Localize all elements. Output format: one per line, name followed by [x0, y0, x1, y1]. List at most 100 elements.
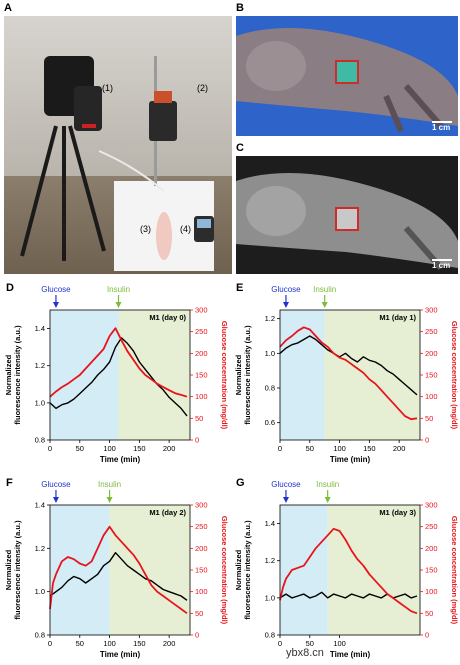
x-tick-label: 100 [333, 639, 346, 648]
glucose-arrow-label: Glucose [271, 285, 301, 294]
insulin-arrow-head [106, 497, 113, 503]
y-tick-label: 0.8 [35, 436, 45, 445]
panel-letter: F [6, 477, 13, 489]
glucose-arrow-head [282, 497, 289, 503]
y2-tick-label: 100 [195, 392, 208, 401]
x-tick-label: 0 [278, 444, 282, 453]
y-tick-label: 1.0 [35, 398, 45, 407]
y-tick-label: 0.8 [265, 631, 275, 640]
chart-f: F Glucose Insulin 0 50 100 150 200 0.8 1.0 1.2 1.4 0… [4, 477, 229, 659]
y2-tick-label: 150 [195, 371, 208, 380]
chart-title: M1 (day 3) [379, 508, 416, 517]
y2-tick-label: 50 [425, 414, 433, 423]
y-tick-label: 1.4 [265, 519, 275, 528]
y-tick-label: 1.0 [35, 587, 45, 596]
x-tick-label: 0 [48, 639, 52, 648]
y-tick-label: 1.0 [265, 593, 275, 602]
scale-label-b: 1 cm [432, 123, 451, 132]
x-axis-label: Time (min) [330, 455, 371, 464]
y-axis-label-line2: fluorescence intensity (a.u.) [243, 520, 252, 620]
y2-tick-label: 150 [195, 566, 208, 575]
y2-tick-label: 200 [195, 544, 208, 553]
insulin-arrow-label: Insulin [316, 480, 339, 489]
chart-g: G Glucose Insulin 0 50 100 0.8 1.0 1.2 1.4 0 50 100 1… [234, 477, 459, 659]
x-tick-label: 200 [163, 444, 176, 453]
photo-label-2: (2) [197, 83, 208, 93]
x-tick-label: 0 [278, 639, 282, 648]
chart-title: M1 (day 1) [379, 313, 416, 322]
x-tick-label: 150 [363, 444, 376, 453]
y2-tick-label: 300 [195, 306, 208, 315]
glucose-arrow-head [52, 497, 59, 503]
photo-label-1: (1) [102, 83, 113, 93]
y2-tick-label: 50 [195, 609, 203, 618]
panel-letter: E [236, 282, 243, 294]
insulin-phase-shading [324, 310, 420, 440]
x-tick-label: 50 [306, 444, 314, 453]
y2-tick-label: 0 [425, 436, 429, 445]
fluorescence-series-line [279, 335, 418, 396]
chart-title: M1 (day 2) [149, 508, 186, 517]
y-tick-label: 1.2 [265, 556, 275, 565]
x-axis-label: Time (min) [330, 650, 371, 659]
y-tick-label: 1.2 [35, 361, 45, 370]
y2-tick-label: 0 [425, 631, 429, 640]
photo-setup: (1) (2) (3) (4) [4, 16, 232, 274]
y2-tick-label: 100 [425, 587, 438, 596]
y2-axis-label: Glucose concentration (mg/dl) [220, 321, 229, 430]
x-tick-label: 200 [393, 444, 406, 453]
y2-tick-label: 200 [425, 544, 438, 553]
glucose-series-line [279, 326, 418, 421]
y-axis-label-line1: Normalized [4, 354, 13, 395]
x-tick-label: 50 [306, 639, 314, 648]
glucose-phase-shading [50, 310, 119, 440]
y2-tick-label: 200 [425, 349, 438, 358]
photo-label-3: (3) [140, 224, 151, 234]
y-tick-label: 0.8 [265, 384, 275, 393]
y2-tick-label: 150 [425, 566, 438, 575]
x-tick-label: 0 [48, 444, 52, 453]
x-axis-label: Time (min) [100, 650, 141, 659]
y2-tick-label: 150 [425, 371, 438, 380]
insulin-phase-shading [109, 505, 190, 635]
panel-letter-a: A [4, 2, 12, 14]
glucose-arrow-label: Glucose [271, 480, 301, 489]
insulin-arrow-label: Insulin [107, 285, 130, 294]
y-axis-label-line1: Normalized [234, 354, 243, 395]
y2-axis-label: Glucose concentration (mg/dl) [450, 516, 459, 625]
insulin-arrow-head [324, 497, 331, 503]
photo-label-4: (4) [180, 224, 191, 234]
glucose-phase-shading [50, 505, 110, 635]
glucose-arrow-label: Glucose [41, 285, 71, 294]
chart-d: D Glucose Insulin 0 50 100 150 200 0.8 1.0 1.2 1.4 0… [4, 282, 229, 464]
y2-tick-label: 200 [195, 349, 208, 358]
y-tick-label: 1.0 [265, 349, 275, 358]
y-tick-label: 1.2 [35, 544, 45, 553]
scale-label-c: 1 cm [432, 261, 451, 270]
y2-tick-label: 100 [425, 392, 438, 401]
insulin-phase-shading [118, 310, 190, 440]
scale-bar-b [432, 121, 452, 123]
y2-tick-label: 250 [425, 327, 438, 336]
insulin-phase-shading [327, 505, 420, 635]
x-tick-label: 200 [163, 639, 176, 648]
panel-letter: D [6, 282, 14, 294]
fluorescence-series-line [49, 551, 188, 601]
fluorescence-series-line [279, 591, 418, 599]
x-tick-label: 150 [133, 639, 146, 648]
photo-mouse-color: 1 cm [236, 16, 458, 136]
y-tick-label: 0.8 [35, 631, 45, 640]
x-tick-label: 50 [76, 639, 84, 648]
insulin-arrow-label: Insulin [313, 285, 336, 294]
glucose-phase-shading [280, 505, 328, 635]
y-axis-label-line2: fluorescence intensity (a.u.) [13, 520, 22, 620]
x-axis-label: Time (min) [100, 455, 141, 464]
x-tick-label: 100 [103, 639, 116, 648]
insulin-arrow-head [115, 302, 122, 308]
glucose-phase-shading [280, 310, 325, 440]
photo-mouse-gray: 1 cm [236, 156, 458, 274]
y2-tick-label: 300 [425, 501, 438, 510]
insulin-arrow-label: Insulin [98, 480, 121, 489]
y-axis-label-line1: Normalized [4, 549, 13, 590]
chart-e: E Glucose Insulin 0 50 100 150 200 0.6 0.8 1.0 1.2 0… [234, 282, 459, 464]
